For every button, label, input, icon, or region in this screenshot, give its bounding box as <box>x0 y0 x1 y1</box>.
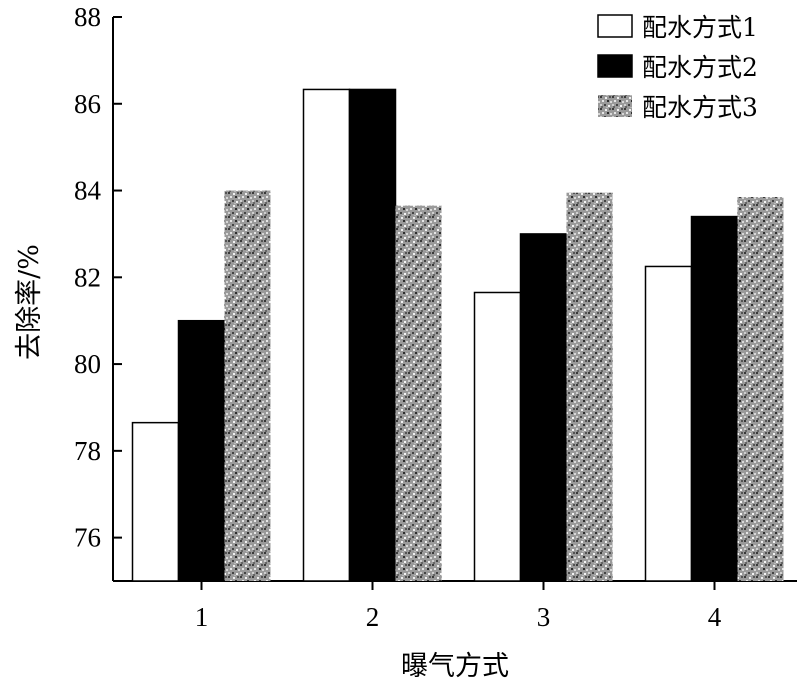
y-tick-label: 78 <box>74 436 101 466</box>
y-tick-label: 84 <box>74 176 102 206</box>
y-axis-title: 去除率/% <box>14 244 45 360</box>
legend-swatch-3 <box>598 95 632 117</box>
bar-series-2-cat-4 <box>690 215 739 582</box>
legend-label-3: 配水方式3 <box>642 93 758 122</box>
bar-series-2-cat-3 <box>519 233 568 582</box>
bar-series-1-cat-3 <box>473 291 522 582</box>
y-tick-label: 88 <box>74 2 101 32</box>
bar-series-1-cat-1 <box>131 421 180 582</box>
x-tick-label: 1 <box>195 602 209 632</box>
x-axis-ticks: 1 2 3 4 <box>195 581 722 632</box>
x-axis-title: 曝气方式 <box>401 651 509 682</box>
bar-series-2-cat-1 <box>177 319 226 582</box>
bar-series-3-cat-4 <box>737 197 784 582</box>
bar-series-1-cat-2 <box>302 88 351 582</box>
bar-series-3-cat-2 <box>395 205 442 581</box>
x-tick-label: 3 <box>537 602 551 632</box>
bars <box>131 88 784 582</box>
legend-label-2: 配水方式2 <box>642 53 758 82</box>
bar-series-2-cat-2 <box>348 88 397 582</box>
bar-series-3-cat-1 <box>224 190 271 582</box>
y-axis-ticks: 76 78 80 82 84 86 88 <box>74 2 122 553</box>
y-tick-label: 76 <box>74 523 101 553</box>
y-tick-label: 86 <box>74 89 101 119</box>
x-tick-label: 4 <box>708 602 722 632</box>
y-tick-label: 80 <box>74 349 101 379</box>
legend: 配水方式1 配水方式2 配水方式3 <box>597 13 758 122</box>
bar-series-3-cat-3 <box>566 192 613 581</box>
x-tick-label: 2 <box>366 602 380 632</box>
legend-swatch-2 <box>597 54 633 78</box>
bar-series-1-cat-4 <box>644 265 693 582</box>
y-tick-label: 82 <box>74 262 101 292</box>
legend-swatch-1 <box>597 14 633 38</box>
legend-label-1: 配水方式1 <box>642 13 758 42</box>
